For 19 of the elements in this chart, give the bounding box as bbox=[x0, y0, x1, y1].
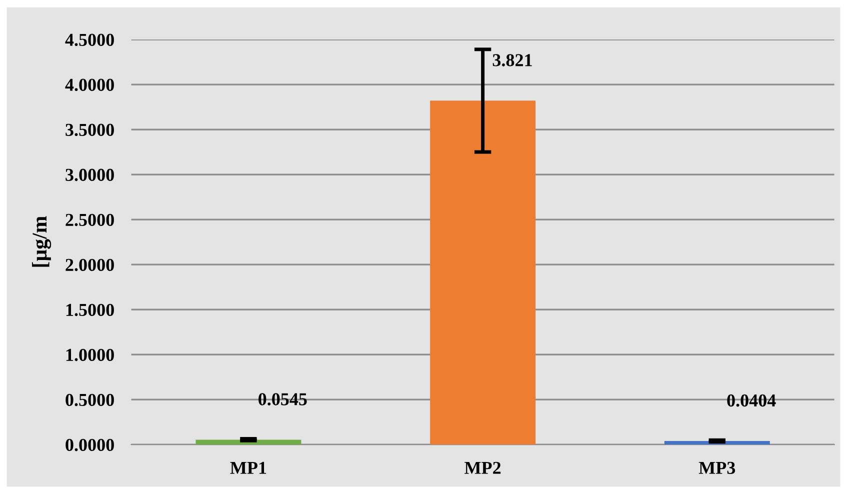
bar bbox=[196, 440, 302, 445]
y-tick-label: 4.5000 bbox=[65, 34, 114, 46]
x-tick-label: MP1 bbox=[230, 462, 266, 474]
y-tick-label: 2.0000 bbox=[66, 258, 114, 272]
bar bbox=[430, 100, 536, 445]
x-tick-label: MP3 bbox=[698, 462, 736, 474]
y-tick-label: 2.5000 bbox=[66, 214, 114, 226]
y-tick-label: 0.5000 bbox=[66, 394, 114, 406]
y-tick-label: 0.0000 bbox=[66, 438, 114, 452]
y-tick-label: 1.5000 bbox=[66, 304, 114, 316]
data-label: 0.0545 bbox=[258, 393, 307, 406]
data-label: 3.821 bbox=[492, 54, 532, 66]
y-tick-label: 3.0000 bbox=[66, 168, 114, 182]
y-tick-label: 4.0000 bbox=[65, 78, 114, 92]
data-label: 0.0404 bbox=[727, 394, 776, 407]
y-tick-label: 3.5000 bbox=[66, 124, 114, 136]
y-axis-title: [µg/m bbox=[32, 216, 52, 267]
x-tick-label: MP2 bbox=[464, 462, 501, 474]
y-tick-label: 1.0000 bbox=[66, 348, 114, 362]
